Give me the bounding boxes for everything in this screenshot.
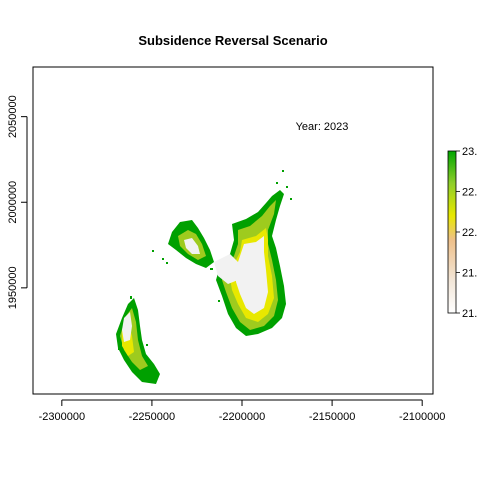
legend-ticks: 23. 22. 22. 21. 21. <box>456 146 477 320</box>
sw-peninsula-land <box>122 312 132 342</box>
legend-tick-label: 22. <box>462 187 477 199</box>
x-axis: -2300000 -2250000 -2200000 -2150000 -2100000 <box>39 399 446 423</box>
year-annotation: Year: 2023 <box>296 121 349 133</box>
plot-frame <box>32 66 434 395</box>
x-tick-label: -2250000 <box>129 411 176 423</box>
raster-speckles <box>118 170 292 350</box>
y-tick-label: 1950000 <box>7 266 19 309</box>
raster-map <box>116 170 292 384</box>
map-title: Subsidence Reversal Scenario <box>138 33 327 48</box>
main-island-basin <box>214 254 238 284</box>
x-tick-label: -2300000 <box>39 411 86 423</box>
x-tick-label: -2100000 <box>399 411 446 423</box>
y-tick-label: 2050000 <box>7 95 19 138</box>
legend-tick-label: 21. <box>462 308 477 320</box>
x-tick-label: -2200000 <box>219 411 266 423</box>
main-island-land <box>236 236 268 314</box>
legend-tick-label: 23. <box>462 146 477 158</box>
legend-tick-label: 21. <box>462 268 477 280</box>
legend-colorbar <box>447 150 457 314</box>
legend: 23. 22. 22. 21. 21. <box>447 146 477 320</box>
x-tick-label: -2150000 <box>309 411 356 423</box>
y-tick-label: 2000000 <box>7 181 19 224</box>
legend-tick-label: 22. <box>462 227 477 239</box>
west-lobe-land <box>184 238 200 254</box>
y-axis: 1950000 2000000 2050000 <box>7 95 28 309</box>
